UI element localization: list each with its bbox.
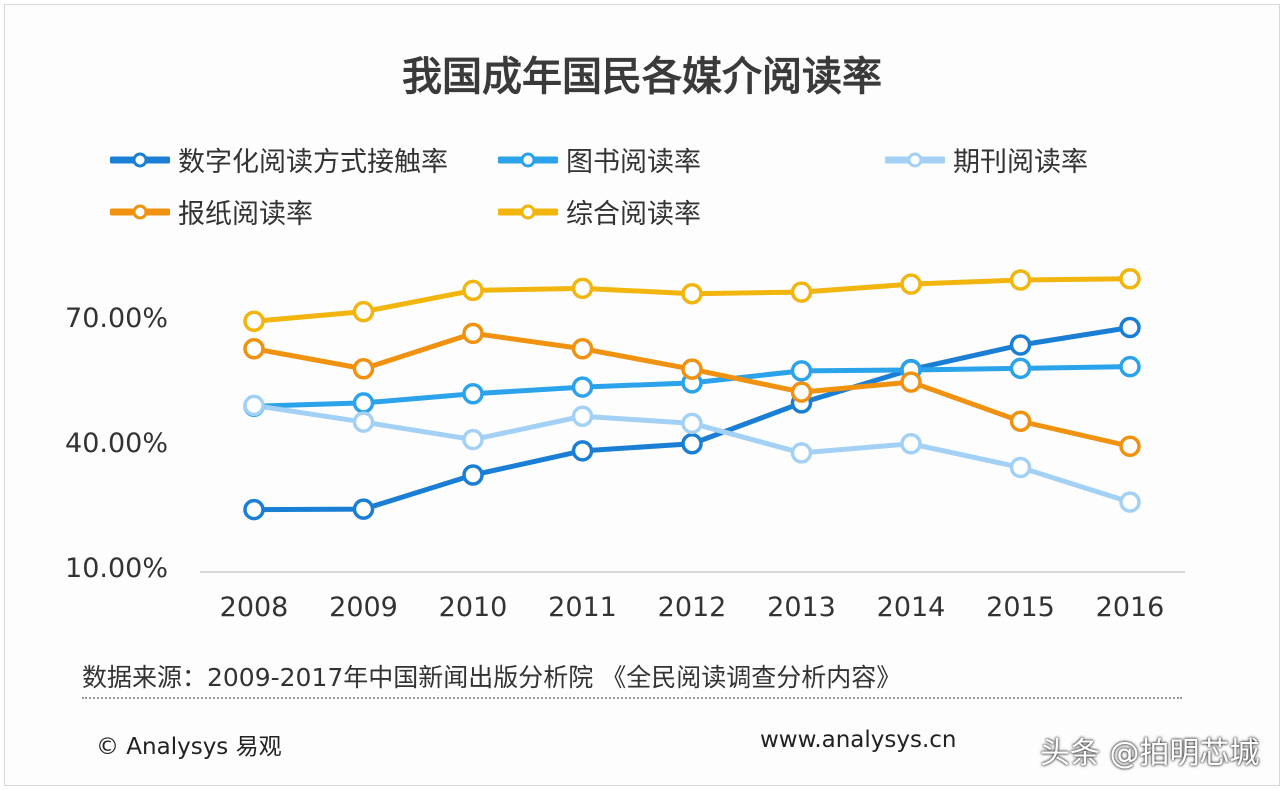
- x-tick-label: 2012: [657, 592, 727, 623]
- data-point: [790, 281, 813, 303]
- data-point: [681, 433, 703, 455]
- legend-marker-icon: [498, 152, 558, 167]
- data-point: [352, 392, 375, 414]
- legend-item: 综合阅读率: [498, 192, 701, 231]
- legend-label: 图书阅读率: [566, 147, 701, 178]
- data-point: [790, 442, 813, 464]
- x-tick-label: 2011: [548, 592, 617, 623]
- data-point: [352, 358, 375, 380]
- source-note: 数据来源：2009-2017年中国新闻出版分析院 《全民阅读调查分析内容》: [82, 663, 902, 692]
- data-point: [1009, 269, 1032, 291]
- y-tick-label: 70.00%: [65, 303, 168, 334]
- x-tick-label: 2014: [876, 592, 946, 623]
- data-point: [1119, 268, 1141, 290]
- data-point: [352, 498, 375, 520]
- x-tick-label: 2016: [1095, 592, 1165, 623]
- data-point: [571, 405, 594, 427]
- data-point: [1119, 355, 1141, 378]
- x-tick-label: 2013: [767, 592, 836, 623]
- data-point: [462, 428, 484, 451]
- data-point: [1009, 357, 1032, 380]
- legend-label: 综合阅读率: [566, 199, 701, 230]
- legend-label: 期刊阅读率: [953, 147, 1088, 178]
- data-point: [1009, 334, 1032, 356]
- x-tick-label: 2009: [329, 592, 398, 623]
- data-point: [243, 310, 265, 332]
- legend-label: 数字化阅读方式接触率: [178, 147, 448, 178]
- data-point: [900, 273, 922, 295]
- divider: [82, 697, 1182, 699]
- website: www.analysys.cn: [760, 727, 957, 753]
- data-point: [1009, 410, 1032, 432]
- data-point: [790, 360, 813, 382]
- data-point: [462, 383, 484, 405]
- data-point: [571, 338, 594, 360]
- legend-label: 报纸阅读率: [178, 199, 313, 230]
- watermark: 头条 @拍明芯城: [1040, 736, 1260, 771]
- legend-item: 数字化阅读方式接触率: [110, 140, 448, 179]
- data-point: [462, 322, 484, 345]
- data-point: [352, 300, 375, 323]
- data-point: [1119, 435, 1141, 457]
- legend-marker-icon: [885, 152, 945, 167]
- data-point: [571, 277, 594, 300]
- y-tick-label: 40.00%: [65, 428, 168, 459]
- data-point: [243, 498, 265, 521]
- legend-marker-icon: [110, 152, 170, 167]
- data-point: [462, 464, 484, 486]
- data-point: [681, 412, 703, 435]
- data-point: [352, 411, 375, 433]
- legend-item: 图书阅读率: [498, 140, 701, 179]
- data-point: [1119, 491, 1141, 513]
- legend-item: 报纸阅读率: [110, 192, 313, 231]
- data-point: [681, 283, 703, 305]
- data-point: [243, 394, 265, 417]
- data-point: [900, 433, 922, 455]
- data-point: [790, 381, 813, 403]
- data-point: [243, 338, 265, 360]
- data-point: [571, 376, 594, 398]
- data-point: [1119, 316, 1141, 339]
- x-tick-label: 2015: [986, 592, 1055, 623]
- legend-item: 期刊阅读率: [885, 140, 1088, 179]
- y-tick-label: 10.00%: [65, 553, 168, 584]
- data-point: [571, 440, 594, 462]
- legend-marker-icon: [110, 204, 170, 219]
- chart-title: 我国成年国民各媒介阅读率: [402, 54, 882, 100]
- data-point: [900, 371, 922, 393]
- legend-marker-icon: [498, 204, 558, 219]
- data-point: [1009, 456, 1032, 479]
- copyright: © Analysys 易观: [96, 734, 282, 760]
- data-point: [462, 279, 484, 302]
- data-point: [681, 358, 703, 380]
- chart-frame: [4, 4, 1280, 786]
- x-tick-label: 2010: [438, 592, 508, 623]
- x-tick-label: 2008: [219, 592, 289, 623]
